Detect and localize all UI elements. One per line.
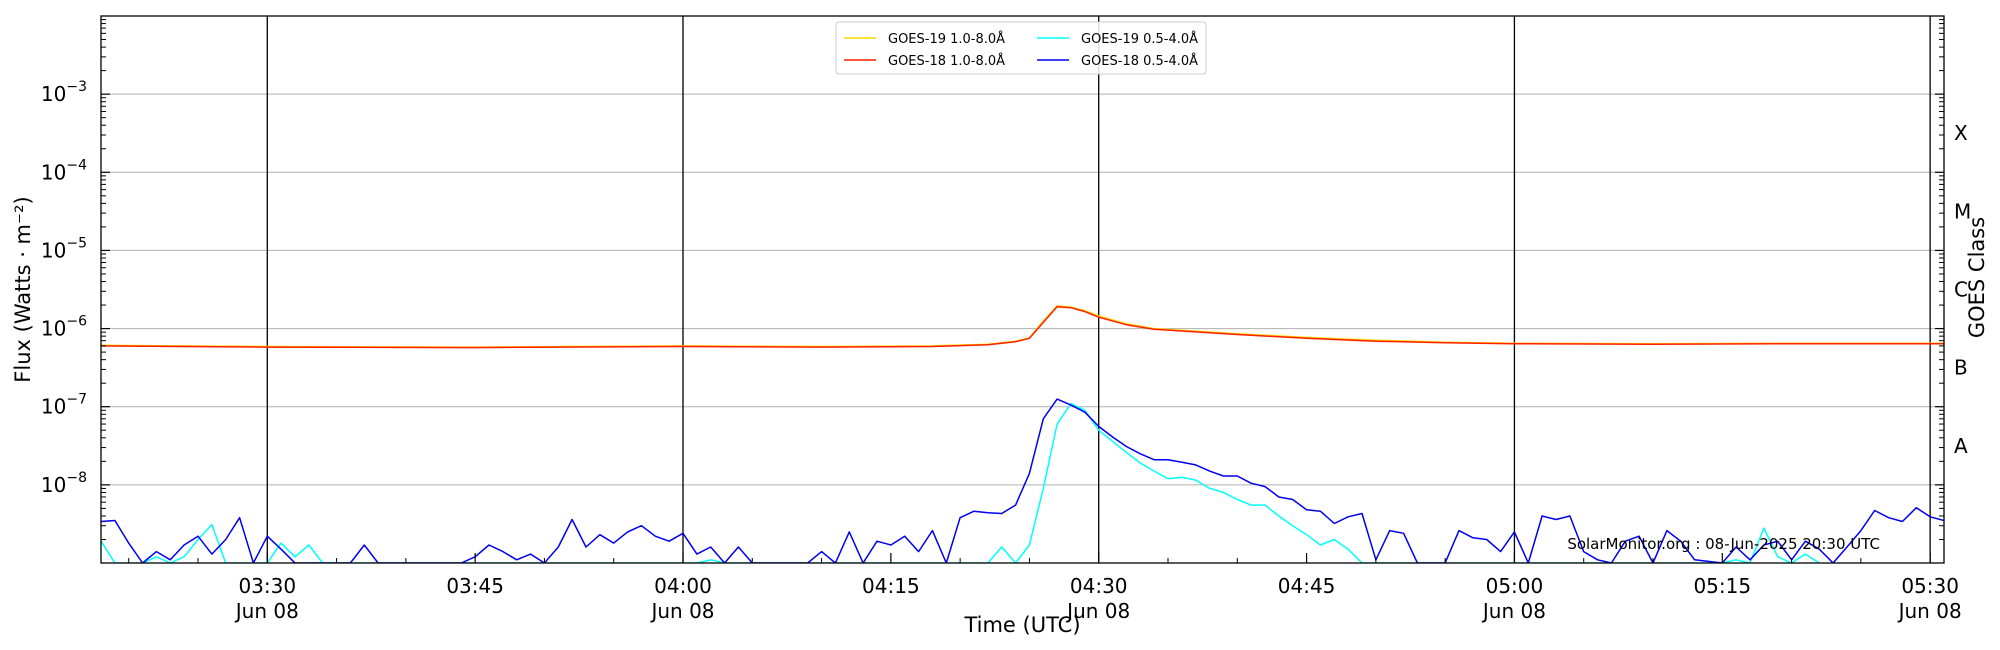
- legend-box: [835, 21, 1207, 75]
- series-line-3: [101, 398, 1944, 563]
- legend-label: GOES-19 1.0-8.0Å: [888, 31, 1005, 47]
- y-tick-base: 10: [41, 82, 66, 106]
- day-markers: [266, 16, 1931, 563]
- y-tick-label: 10−7: [41, 392, 87, 419]
- x-tick-label: 04:30: [1070, 574, 1128, 598]
- gridlines: [101, 93, 1944, 486]
- y-tick-exponent: −5: [66, 235, 87, 251]
- x-tick-label: 05:00: [1486, 574, 1544, 598]
- x-tick-label: 03:30: [238, 574, 296, 598]
- y-tick-label: 10−8: [41, 470, 87, 497]
- y-tick-base: 10: [41, 160, 66, 184]
- x-tick-label: 04:15: [862, 574, 920, 598]
- y-tick-base: 10: [41, 238, 66, 262]
- x-tick-label: 04:00: [654, 574, 712, 598]
- y-tick-exponent: −4: [66, 157, 87, 173]
- goes-class-label: C: [1954, 278, 1968, 302]
- y-tick-exponent: −6: [66, 314, 87, 330]
- axis-ticks: [101, 19, 1944, 563]
- y-tick-base: 10: [41, 317, 66, 341]
- series-line-2: [101, 402, 1820, 563]
- goes-class-label: M: [1954, 199, 1971, 223]
- legend-label: GOES-19 0.5-4.0Å: [1081, 31, 1198, 47]
- goes-class-label: X: [1954, 121, 1968, 145]
- x-tick-label: 04:45: [1278, 574, 1336, 598]
- x-tick-date-label: Jun 08: [649, 599, 714, 623]
- x-tick-date-label: Jun 08: [1897, 599, 1962, 623]
- legend: GOES-19 1.0-8.0Å GOES-18 1.0-8.0Å GOES-19 …: [835, 21, 1207, 75]
- x-tick-label: 05:30: [1901, 574, 1959, 598]
- series-lines: [101, 305, 1944, 563]
- y-tick-label: 10−3: [41, 79, 87, 106]
- goes-class-label: B: [1954, 356, 1968, 380]
- x-tick-label: 03:45: [446, 574, 504, 598]
- legend-label: GOES-18 1.0-8.0Å: [888, 53, 1005, 69]
- plot-frame: [100, 15, 1945, 564]
- credit-text: SolarMonitor.org : 08-Jun-2025 20:30 UTC: [1567, 535, 1880, 553]
- x-axis-title: Time (UTC): [963, 613, 1080, 637]
- y-tick-base: 10: [41, 473, 66, 497]
- series-line-1: [101, 306, 1944, 349]
- goes-class-label: A: [1954, 434, 1968, 458]
- y-tick-base: 10: [41, 395, 66, 419]
- x-tick-date-label: Jun 08: [1065, 599, 1130, 623]
- x-tick-date-label: Jun 08: [234, 599, 299, 623]
- y-tick-exponent: −8: [66, 470, 87, 486]
- x-tick-label: 05:15: [1693, 574, 1751, 598]
- legend-label: GOES-18 0.5-4.0Å: [1081, 53, 1198, 69]
- y-tick-label: 10−6: [41, 314, 87, 341]
- y-tick-label: 10−4: [41, 157, 87, 184]
- x-tick-date-label: Jun 08: [1481, 599, 1546, 623]
- y2-axis-title: GOES Class: [1965, 217, 1989, 338]
- y-axis-title: Flux (Watts · m⁻²): [11, 196, 35, 382]
- y-tick-exponent: −3: [66, 79, 87, 95]
- y-tick-exponent: −7: [66, 392, 87, 408]
- y-tick-label: 10−5: [41, 235, 87, 262]
